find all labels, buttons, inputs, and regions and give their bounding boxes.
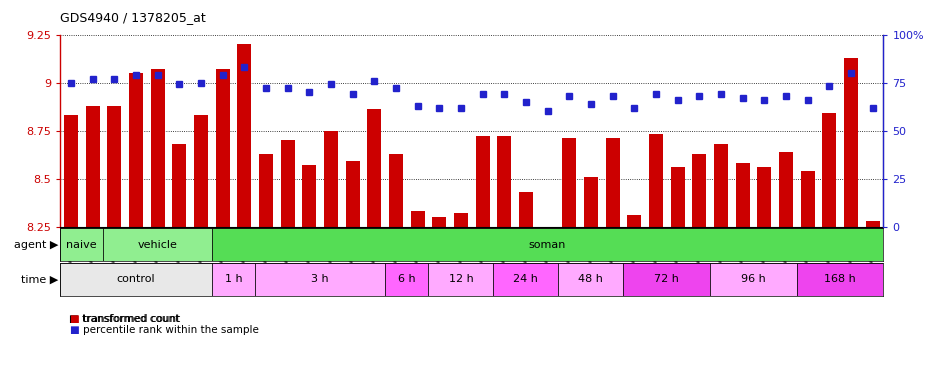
Bar [606,138,620,227]
Text: ■ transformed count: ■ transformed count [69,314,179,324]
Bar [212,263,255,296]
Text: 48 h: 48 h [578,274,603,285]
Text: agent ▶: agent ▶ [14,240,58,250]
Text: 6 h: 6 h [398,274,415,285]
Bar [475,136,489,227]
Bar [151,69,165,227]
Text: naive: naive [67,240,97,250]
Bar [237,44,252,227]
Text: ■: ■ [69,325,80,335]
Bar [172,144,186,227]
Bar [714,144,728,227]
Text: 1 h: 1 h [225,274,242,285]
Text: 24 h: 24 h [513,274,538,285]
Text: control: control [117,274,155,285]
Text: 96 h: 96 h [741,274,766,285]
Bar [259,154,273,227]
Bar [559,263,623,296]
Bar [280,140,295,227]
Bar [212,228,883,261]
Bar [388,154,403,227]
Bar [866,221,880,227]
Bar [302,165,316,227]
Bar [216,69,229,227]
Bar [671,167,684,227]
Bar [129,73,143,227]
Bar [411,211,425,227]
Text: transformed count: transformed count [83,314,180,324]
Bar [428,263,493,296]
Bar [648,134,663,227]
Bar [822,113,836,227]
Text: 72 h: 72 h [654,274,679,285]
Bar [844,58,857,227]
Bar [367,109,381,227]
Bar [735,163,749,227]
Text: GDS4940 / 1378205_at: GDS4940 / 1378205_at [60,12,206,25]
Bar [346,161,360,227]
Bar [800,171,815,227]
Bar [796,263,883,296]
Text: ■: ■ [69,314,80,324]
Bar [779,152,793,227]
Bar [86,106,100,227]
Bar [692,154,707,227]
Bar [623,263,710,296]
Text: 168 h: 168 h [824,274,856,285]
Bar [60,228,104,261]
Bar [60,263,212,296]
Bar [519,192,533,227]
Bar [324,131,338,227]
Bar [710,263,796,296]
Bar [104,228,212,261]
Bar [385,263,428,296]
Text: percentile rank within the sample: percentile rank within the sample [83,325,259,335]
Bar [64,115,78,227]
Bar [627,215,641,227]
Bar [584,177,598,227]
Bar [194,115,208,227]
Bar [454,213,468,227]
Bar [493,263,559,296]
Bar [432,217,446,227]
Bar [255,263,385,296]
Text: time ▶: time ▶ [21,274,58,285]
Bar [107,106,121,227]
Text: vehicle: vehicle [138,240,178,250]
Text: 12 h: 12 h [449,274,474,285]
Text: 3 h: 3 h [312,274,329,285]
Bar [498,136,512,227]
Text: soman: soman [529,240,566,250]
Bar [758,167,771,227]
Bar [562,138,576,227]
